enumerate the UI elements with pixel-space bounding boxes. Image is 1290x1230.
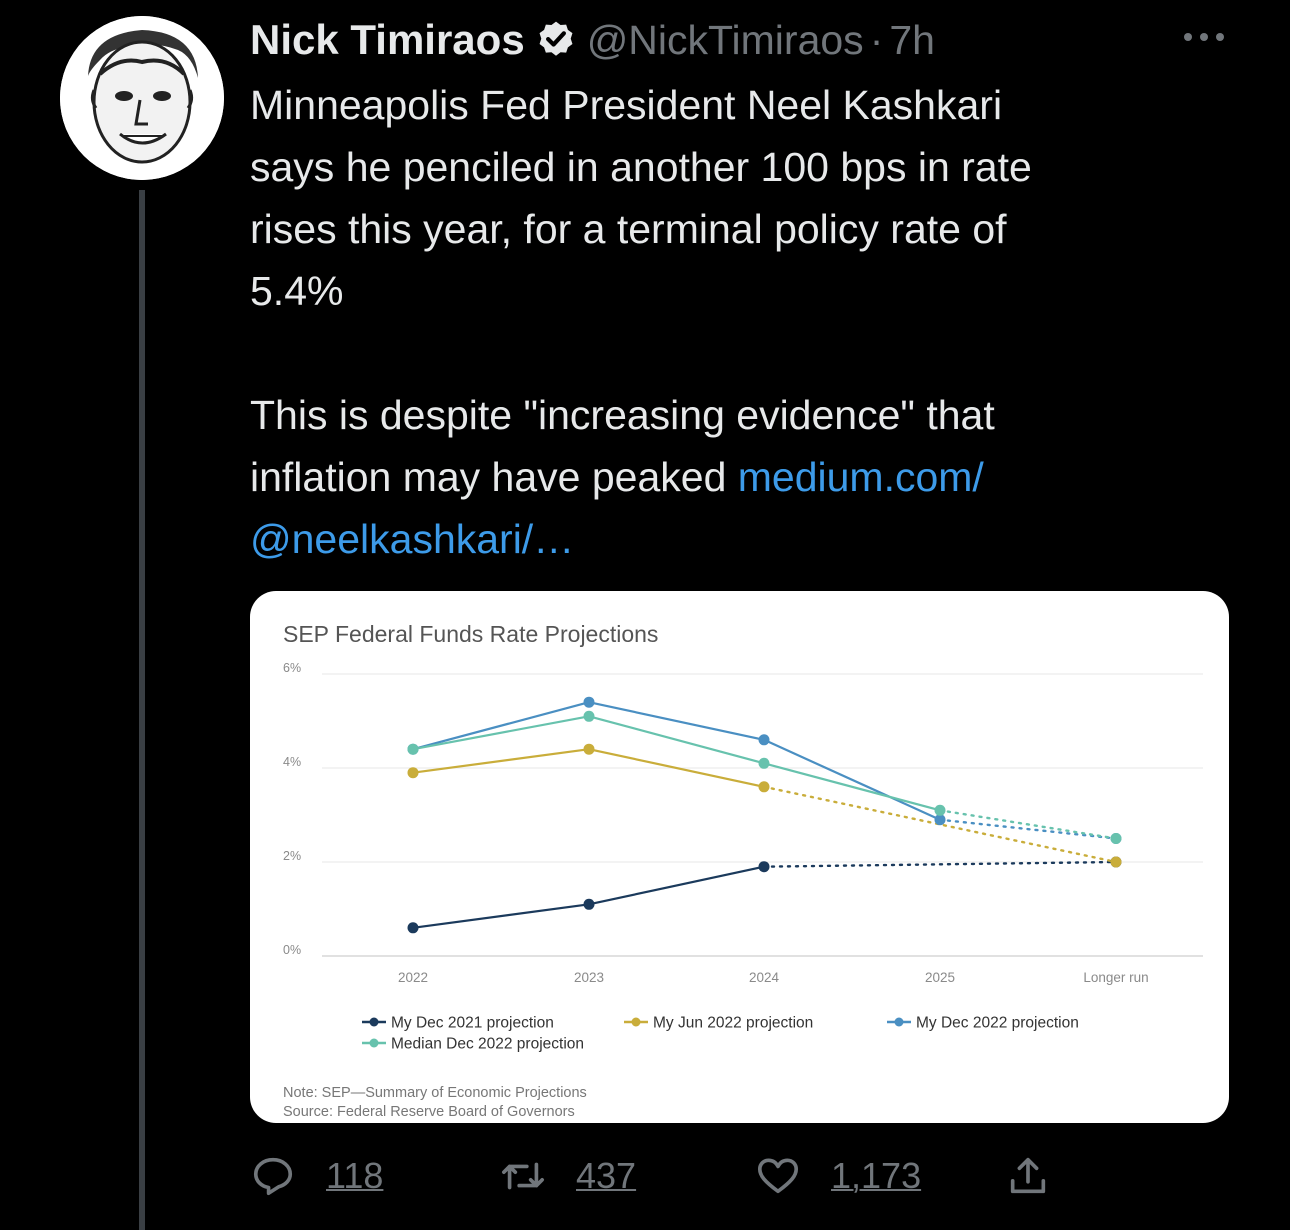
series-line-segment	[412, 715, 590, 751]
tweet-timestamp[interactable]: 7h	[889, 16, 935, 63]
y-tick-label: 4%	[283, 755, 301, 769]
like-button[interactable]: 1,173	[755, 1148, 921, 1204]
data-point	[934, 804, 946, 816]
like-count: 1,173	[831, 1155, 922, 1196]
tweet-text-line: @neelkashkari/…	[250, 508, 1230, 570]
series-dotted-segment	[762, 860, 1118, 868]
x-tick-label: 2023	[574, 970, 604, 985]
data-point	[758, 734, 770, 746]
y-tick-label: 6%	[283, 661, 301, 675]
chart-title: SEP Federal Funds Rate Projections	[283, 621, 658, 647]
x-tick-label: 2022	[398, 970, 428, 985]
series-line-segment	[412, 903, 590, 929]
tweet-text-line: says he penciled in another 100 bps in r…	[250, 144, 1032, 190]
thread-line	[139, 190, 145, 1230]
data-point	[407, 767, 419, 779]
legend-swatch-dot	[369, 1038, 379, 1048]
legend-label: My Dec 2021 projection	[391, 1015, 554, 1032]
tweet-text-line: Minneapolis Fed President Neel Kashkari	[250, 82, 1003, 128]
data-point	[758, 781, 770, 793]
data-point	[758, 861, 770, 873]
data-point	[407, 743, 419, 755]
series-line-segment	[588, 701, 765, 741]
x-tick-label: 2024	[749, 970, 780, 985]
data-point	[583, 898, 595, 910]
data-point	[583, 710, 595, 722]
chart-image-card[interactable]: SEP Federal Funds Rate Projections 0% 2% 4…	[250, 591, 1229, 1123]
series-line-segment	[588, 865, 765, 906]
x-tick-label: Longer run	[1083, 970, 1148, 985]
share-button[interactable]	[1005, 1148, 1051, 1204]
data-point	[1110, 856, 1122, 868]
author-name[interactable]: Nick Timiraos	[250, 16, 525, 63]
legend-label: My Jun 2022 projection	[653, 1015, 813, 1032]
legend-swatch-dot	[631, 1017, 641, 1027]
legend-label: My Dec 2022 projection	[916, 1015, 1079, 1032]
series-line-segment	[763, 738, 941, 821]
reply-icon	[253, 1157, 293, 1196]
data-point	[583, 743, 595, 755]
article-link[interactable]: medium.com/	[737, 454, 984, 500]
tweet-text-fragment: inflation may have peaked	[250, 454, 738, 500]
tweet-text: Minneapolis Fed President Neel Kashkari …	[250, 74, 1230, 570]
data-point	[407, 922, 419, 934]
more-options-icon[interactable]	[1180, 28, 1228, 46]
reply-count: 118	[326, 1155, 384, 1196]
heart-icon	[757, 1158, 799, 1194]
tweet-header: Nick Timiraos @NickTimiraos · 7h	[250, 14, 935, 66]
author-handle[interactable]: @NickTimiraos	[586, 16, 864, 63]
series-dotted-segment	[938, 818, 1118, 840]
series-line-segment	[412, 701, 590, 751]
y-tick-label: 2%	[283, 849, 301, 863]
share-icon	[1010, 1157, 1046, 1194]
avatar-portrait-icon	[60, 16, 224, 180]
legend-label: Median Dec 2022 projection	[391, 1036, 584, 1053]
series-line-segment	[588, 748, 765, 788]
retweet-count: 437	[576, 1155, 637, 1196]
retweet-button[interactable]: 437	[500, 1148, 636, 1204]
verified-badge-icon	[539, 21, 573, 56]
article-link-continued[interactable]: @neelkashkari/…	[250, 516, 575, 562]
legend-swatch-dot	[894, 1017, 904, 1027]
legend-swatch-dot	[369, 1017, 379, 1027]
series-line-segment	[588, 715, 765, 765]
series-line-segment	[412, 748, 590, 774]
data-point	[583, 696, 595, 708]
tweet-text-line: 5.4%	[250, 268, 344, 314]
data-point	[934, 814, 946, 826]
x-tick-label: 2025	[925, 970, 955, 985]
reply-button[interactable]: 118	[250, 1148, 383, 1204]
tweet-text-line: rises this year, for a terminal policy r…	[250, 206, 1007, 252]
tweet-text-line: inflation may have peaked medium.com/	[250, 446, 1230, 508]
chart-svg: SEP Federal Funds Rate Projections 0% 2% 4…	[283, 621, 1203, 1120]
chart-source: Source: Federal Reserve Board of Governo…	[283, 1104, 575, 1120]
tweet-actions: 118 437 1,173	[250, 1148, 1070, 1204]
y-tick-label: 0%	[283, 943, 301, 957]
header-separator: ·	[869, 16, 884, 63]
series-dotted-segment	[938, 809, 1118, 840]
data-point	[758, 757, 770, 769]
data-point	[1110, 833, 1122, 844]
tweet-text-line: This is despite "increasing evidence" th…	[250, 392, 995, 438]
series-line-segment	[763, 762, 941, 812]
author-avatar[interactable]	[60, 16, 224, 180]
chart-note: Note: SEP—Summary of Economic Projection…	[283, 1085, 587, 1101]
retweet-icon	[502, 1162, 544, 1190]
